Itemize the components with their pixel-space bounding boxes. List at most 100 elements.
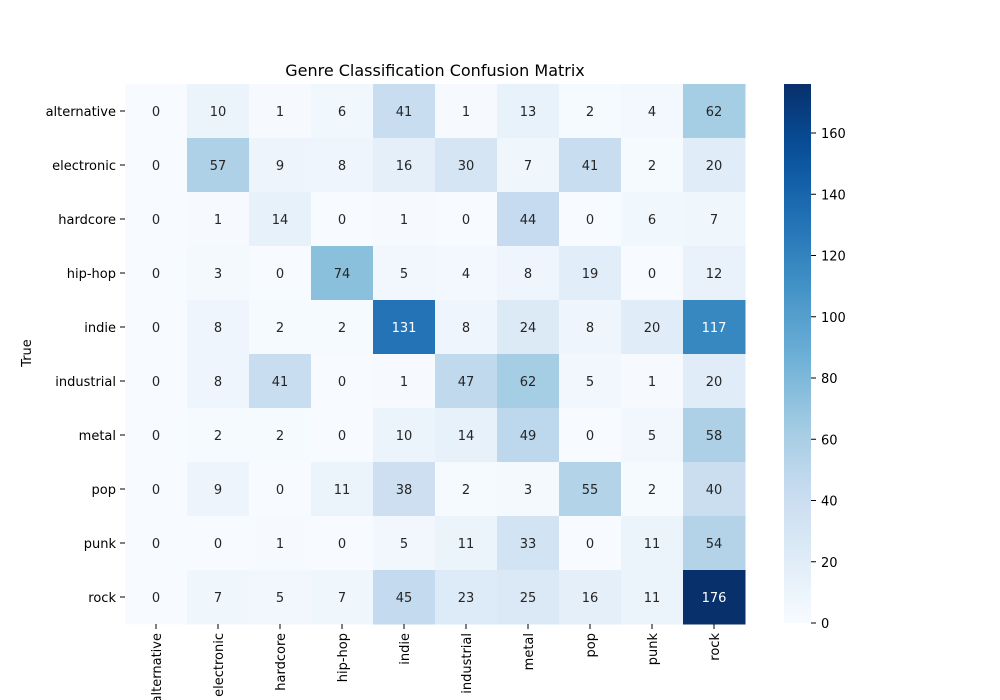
heatmap-cell [125, 84, 188, 139]
heatmap-cell [497, 246, 560, 301]
cell-value: 8 [462, 321, 470, 336]
heatmap-cell [435, 246, 498, 301]
heatmap-cell [621, 462, 684, 517]
cell-value: 0 [152, 591, 160, 606]
heatmap-cell [621, 516, 684, 571]
heatmap-cell [497, 570, 560, 625]
y-axis-label: True [20, 339, 35, 368]
y-tick-label: hardcore [58, 213, 116, 228]
x-tick-label: pop [584, 633, 599, 657]
heatmap-cell [621, 192, 684, 247]
cell-value: 0 [586, 213, 594, 228]
heatmap-cell [621, 570, 684, 625]
heatmap-cell [683, 138, 746, 193]
heatmap-cell [683, 570, 746, 625]
cell-value: 62 [520, 375, 537, 390]
cell-value: 4 [648, 105, 656, 120]
heatmap-cell [373, 192, 436, 247]
cell-value: 1 [276, 105, 284, 120]
heatmap-cell [187, 462, 250, 517]
heatmap-cell [249, 516, 312, 571]
heatmap-cell [621, 84, 684, 139]
cell-value: 10 [210, 105, 227, 120]
heatmap-cell [187, 300, 250, 355]
heatmap-cell [125, 138, 188, 193]
heatmap-cell [311, 138, 374, 193]
heatmap-cell [497, 192, 560, 247]
heatmap-cell [373, 138, 436, 193]
cell-value: 20 [706, 159, 723, 174]
cell-value: 11 [644, 591, 661, 606]
heatmap-cell [187, 570, 250, 625]
cell-value: 2 [276, 429, 284, 444]
heatmap-cell [125, 354, 188, 409]
x-tick-label: metal [522, 633, 537, 670]
heatmap-cell [249, 192, 312, 247]
heatmap-cell [125, 408, 188, 463]
cell-value: 0 [152, 375, 160, 390]
cell-value: 1 [400, 213, 408, 228]
heatmap-cell [435, 570, 498, 625]
cell-value: 7 [338, 591, 346, 606]
cell-value: 16 [396, 159, 413, 174]
cell-value: 1 [276, 537, 284, 552]
heatmap-cell [187, 246, 250, 301]
cell-value: 55 [582, 483, 599, 498]
cell-value: 0 [462, 213, 470, 228]
colorbar-tick-label: 40 [821, 495, 838, 510]
cell-value: 58 [706, 429, 723, 444]
cell-value: 47 [458, 375, 475, 390]
cell-value: 0 [152, 321, 160, 336]
colorbar-tick-label: 80 [821, 372, 838, 387]
cell-value: 2 [214, 429, 222, 444]
cell-value: 131 [392, 321, 417, 336]
cell-value: 40 [706, 483, 723, 498]
cell-value: 12 [706, 267, 723, 282]
heatmap-cell [559, 570, 622, 625]
colorbar-tick-label: 100 [821, 311, 846, 326]
cell-value: 0 [152, 537, 160, 552]
heatmap-cell [125, 192, 188, 247]
heatmap-cell [435, 408, 498, 463]
y-tick-label: indie [84, 321, 116, 336]
cell-value: 5 [400, 537, 408, 552]
x-tick-label: hip-hop [336, 633, 351, 682]
cell-value: 1 [648, 375, 656, 390]
heatmap-cell [683, 300, 746, 355]
cell-value: 11 [644, 537, 661, 552]
heatmap-cell [187, 192, 250, 247]
heatmap-annotations: 0 10 1 6 41 1 13 2 4 620 57 9 8 16 30 7 41 2 200 1 14 0 1 0 44 0 6… [152, 105, 727, 606]
heatmap-cell [683, 246, 746, 301]
cell-value: 11 [334, 483, 351, 498]
heatmap-cell [249, 570, 312, 625]
heatmap-cell [559, 84, 622, 139]
x-axis-ticks: alternative electronic hardcore hip-hop indi… [150, 624, 723, 700]
cell-value: 0 [338, 429, 346, 444]
cell-value: 41 [582, 159, 599, 174]
heatmap-cell [187, 354, 250, 409]
colorbar-tick-label: 0 [821, 617, 829, 632]
cell-value: 0 [152, 483, 160, 498]
heatmap-cell [559, 516, 622, 571]
y-tick-label: rock [88, 591, 116, 606]
heatmap-cell [435, 300, 498, 355]
cell-value: 6 [648, 213, 656, 228]
heatmap-cell [187, 516, 250, 571]
heatmap-cell [311, 462, 374, 517]
y-tick-label: metal [79, 429, 116, 444]
heatmap-cell [311, 408, 374, 463]
cell-value: 16 [582, 591, 599, 606]
cell-value: 0 [214, 537, 222, 552]
cell-value: 0 [648, 267, 656, 282]
cell-value: 9 [276, 159, 284, 174]
y-tick-label: pop [92, 483, 116, 498]
heatmap-cell [559, 462, 622, 517]
cell-value: 4 [462, 267, 470, 282]
cell-value: 2 [648, 159, 656, 174]
heatmap-cell [683, 516, 746, 571]
heatmap-cell [621, 246, 684, 301]
heatmap-cell [311, 246, 374, 301]
heatmap-cell [683, 84, 746, 139]
cell-value: 14 [458, 429, 475, 444]
